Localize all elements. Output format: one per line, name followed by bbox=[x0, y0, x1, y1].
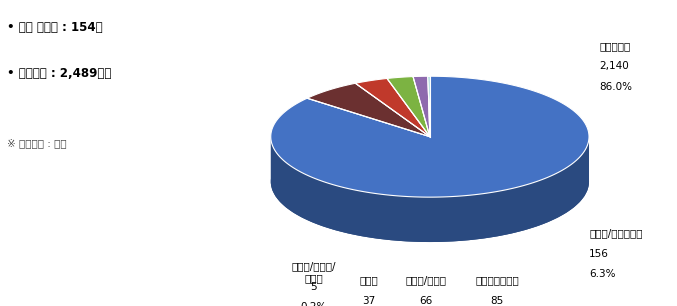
Polygon shape bbox=[428, 76, 430, 137]
Text: • 전체 사업수 : 154개: • 전체 사업수 : 154개 bbox=[7, 21, 102, 34]
Polygon shape bbox=[387, 76, 430, 137]
Text: 37: 37 bbox=[362, 296, 375, 306]
Polygon shape bbox=[307, 83, 430, 137]
Text: 국토해양부: 국토해양부 bbox=[599, 41, 630, 51]
Text: 0.2%: 0.2% bbox=[301, 302, 327, 306]
Text: 85: 85 bbox=[491, 296, 504, 306]
Text: ※ 금액단위 : 억원: ※ 금액단위 : 억원 bbox=[7, 138, 66, 148]
Text: 교육과학기술부: 교육과학기술부 bbox=[475, 275, 519, 285]
Text: 행안부/소방방재청: 행안부/소방방재청 bbox=[589, 229, 642, 238]
Text: 기상청: 기상청 bbox=[359, 275, 378, 285]
Text: 6.3%: 6.3% bbox=[589, 269, 615, 279]
Text: 환경부/농수부/
총리실: 환경부/농수부/ 총리실 bbox=[291, 261, 336, 283]
Text: 5: 5 bbox=[310, 282, 317, 292]
Text: 156: 156 bbox=[589, 249, 609, 259]
Text: 지경부/중기청: 지경부/중기청 bbox=[406, 275, 446, 285]
Polygon shape bbox=[355, 78, 430, 137]
Text: 2,140: 2,140 bbox=[599, 61, 629, 71]
Polygon shape bbox=[271, 137, 589, 242]
Text: • 투입예산 : 2,489억원: • 투입예산 : 2,489억원 bbox=[7, 67, 111, 80]
Text: 86.0%: 86.0% bbox=[599, 82, 632, 91]
Polygon shape bbox=[413, 76, 430, 137]
Polygon shape bbox=[271, 76, 589, 197]
Ellipse shape bbox=[271, 121, 589, 242]
Text: 66: 66 bbox=[419, 296, 433, 306]
